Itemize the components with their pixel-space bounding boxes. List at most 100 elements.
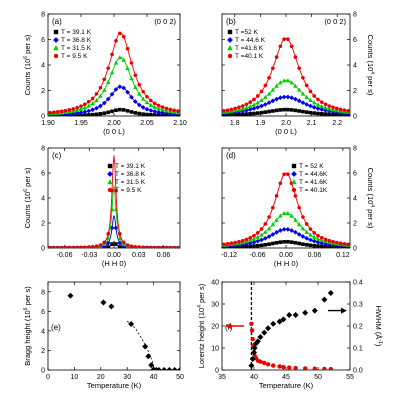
legend-label: T = 39.1 K [61,29,92,36]
data-point [263,242,268,247]
legend-marker [291,179,297,185]
data-point [293,96,298,102]
y-tick-label: 30 [211,302,219,309]
y2-axis-label: HWHM (Å-1) [374,306,383,347]
legend-label: T = 52 K [299,163,324,170]
data-point [148,102,154,107]
x-axis-label: (0 0 L) [275,127,297,136]
data-point [152,101,157,106]
y-tick-label: 8 [353,12,357,19]
data-point [251,239,257,245]
data-point [133,99,138,104]
x-tick-label: -0.06 [57,252,73,259]
data-point [249,321,254,326]
data-point [323,112,328,116]
data-point [263,229,268,234]
data-point [148,362,155,369]
data-point [289,80,294,85]
data-point [75,245,79,248]
data-point [296,98,302,104]
x-tick-label: 1.9 [256,120,266,127]
data-point [281,78,287,83]
data-point [274,217,279,222]
data-point [156,106,161,111]
data-point [346,242,350,247]
y2-tick-label: 0.3 [353,302,363,309]
data-point [276,318,283,325]
x-tick-label: 55 [346,374,354,381]
data-point [142,343,149,350]
data-point [277,364,282,369]
data-point [267,109,271,114]
data-point [293,55,298,59]
data-point [285,94,291,100]
x-tick-label: 1.8 [230,120,240,127]
data-point [270,222,275,227]
data-point [258,359,263,364]
x-tick-label: 50 [176,374,184,381]
data-point [301,215,305,219]
data-point [289,108,294,112]
data-point [248,235,253,240]
y-tick-label: 4 [41,196,45,203]
data-point [106,232,110,236]
data-point [282,107,286,112]
data-point [164,106,169,111]
data-point [113,60,119,65]
data-point [82,105,88,110]
x-tick-label: -0.03 [81,252,97,259]
data-point [312,243,317,248]
y-axis-label: Lorentz height (104 per s) [197,283,206,368]
data-point [301,242,305,246]
x-tick-label: 0.00 [279,252,293,259]
data-point [274,229,279,235]
plot-area [222,172,350,248]
data-point [250,337,255,342]
data-point [164,108,169,113]
data-point [271,363,276,368]
data-point [137,245,142,248]
plot-frame [221,147,351,249]
data-point [229,241,234,246]
y-tick-label: 4 [353,63,357,70]
data-point [287,365,292,370]
data-point [86,113,91,116]
panel-e: 0 10 20 30 40 50 0 2 4 6 8 Temperature (K) Bragg hei… [23,281,184,390]
x-tick-label: 1.90 [41,120,55,127]
data-point [152,113,157,116]
data-point [52,246,56,248]
data-point [319,104,324,109]
legend-label: T =40.1 K [235,53,264,60]
data-point [171,367,178,370]
data-point [282,239,286,244]
data-point [293,240,298,245]
legend-marker [107,163,113,169]
data-point [140,105,146,110]
data-point [308,237,313,243]
data-point [254,338,261,345]
x-tick-label: 20 [97,374,105,381]
data-point [327,104,332,108]
data-point [259,227,264,231]
x-axis-label: (0 0 L) [103,127,125,136]
data-point [102,77,107,82]
data-point [335,240,339,245]
data-point [98,243,103,247]
data-point [304,102,310,107]
data-point [255,94,260,98]
data-point [266,100,272,106]
data-point [289,213,294,218]
data-point [327,112,332,116]
data-point [278,108,283,112]
legend-label: T = 31.5 K [115,179,146,186]
panel-label: (c) [52,151,62,160]
data-point [304,229,309,234]
data-point [266,234,272,239]
data-point [312,231,317,235]
data-point [90,101,95,106]
y-tick-label: 2 [41,221,45,228]
data-point [70,111,76,116]
data-point [311,105,317,110]
data-point [312,111,317,115]
